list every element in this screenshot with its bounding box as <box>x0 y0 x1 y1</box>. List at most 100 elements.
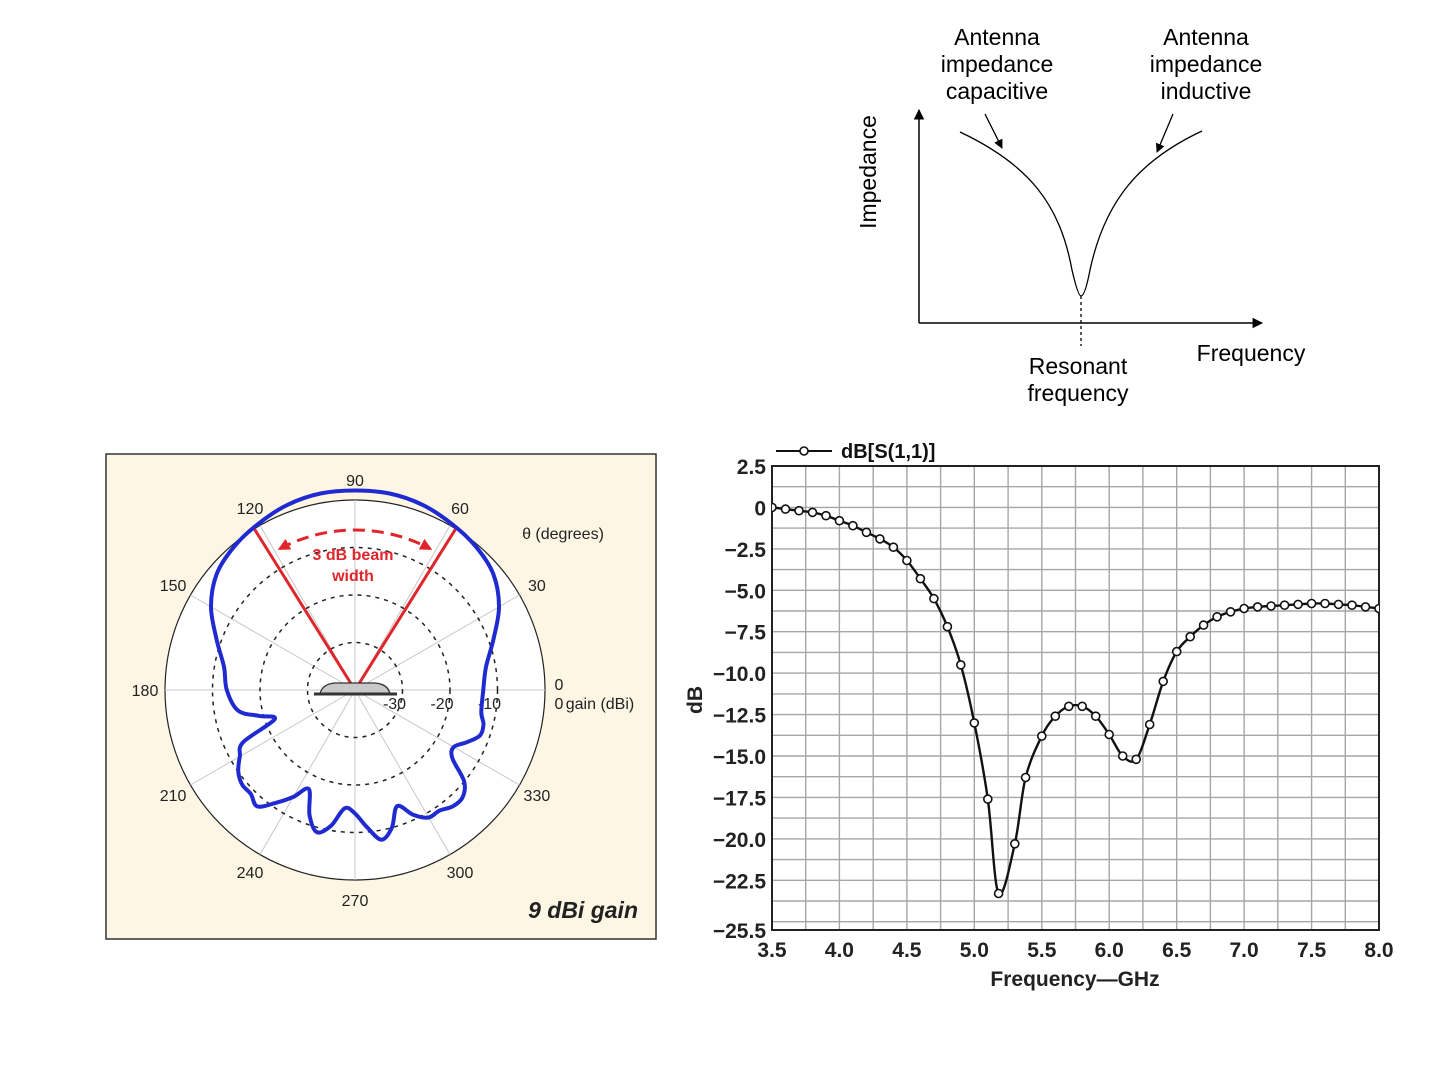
s11-x-tick-label: 4.5 <box>892 939 922 962</box>
polar-angle-tick-label: 0 <box>555 677 564 694</box>
polar-angle-tick-label: 300 <box>447 865 474 882</box>
frequency-axis-label: Frequency <box>1197 340 1306 366</box>
polar-angle-tick-label: 240 <box>237 865 264 882</box>
s11-y-tick-label: 0 <box>754 497 766 520</box>
gain-axis-label: gain (dBi) <box>566 696 634 713</box>
s11-data-point <box>1020 772 1031 783</box>
s11-data-point <box>1104 729 1114 740</box>
polar-spoke <box>190 594 356 691</box>
s11-data-point <box>1212 611 1222 622</box>
legend-marker <box>799 446 809 456</box>
s11-x-tick-label: 8.0 <box>1364 939 1393 962</box>
s11-plot-frame <box>771 465 1380 931</box>
s11-data-point <box>1306 598 1317 609</box>
s11-series-points <box>772 502 1379 899</box>
s11-data-point <box>1077 701 1087 712</box>
s11-data-point <box>848 520 858 531</box>
s11-y-tick-label: 2.5 <box>737 456 767 479</box>
radiation-pattern <box>209 488 501 842</box>
s11-data-point <box>1347 600 1357 611</box>
s11-data-point <box>915 573 926 584</box>
s11-data-point <box>902 555 912 566</box>
s11-data-point <box>1131 754 1141 765</box>
polar-angle-tick-label: 120 <box>237 501 264 518</box>
polar-ring-dashed <box>211 546 499 834</box>
s11-x-tick-label: 4.0 <box>825 939 854 962</box>
polar-spoke <box>190 689 356 786</box>
s11-data-point <box>1266 601 1276 611</box>
capacitive-label-line2: impedance <box>941 51 1054 77</box>
s11-data-point <box>942 621 953 632</box>
polar-angle-tick-label: 210 <box>160 788 187 805</box>
s11-data-point <box>929 593 939 604</box>
polar-ring-dashed <box>306 641 404 739</box>
s11-y-tick-label: −20.0 <box>713 829 766 852</box>
s11-data-point <box>780 504 791 514</box>
s11-x-axis-label: Frequency—GHz <box>990 968 1159 991</box>
s11-data-point <box>1090 711 1101 722</box>
s11-data-point <box>1158 676 1168 687</box>
s11-y-tick-label: −17.5 <box>713 787 766 810</box>
s11-x-tick-label: 6.5 <box>1162 939 1192 962</box>
s11-data-point <box>1117 751 1128 761</box>
s11-y-tick-label: −15.0 <box>713 746 766 769</box>
polar-angle-tick-label: 90 <box>346 473 364 490</box>
s11-data-point <box>1144 719 1155 730</box>
capacitive-label-line3: capacitive <box>946 78 1048 104</box>
beam-width-label-line2: width <box>331 568 374 585</box>
s11-y-tick-label: −12.5 <box>713 705 766 728</box>
s11-y-tick-label: −7.5 <box>725 622 767 645</box>
s11-data-point <box>1252 602 1263 612</box>
s11-data-point <box>1037 731 1047 741</box>
impedance-diagram: Impedance Frequency Antenna impedance ca… <box>855 24 1306 406</box>
s11-x-tick-label: 7.0 <box>1229 939 1258 962</box>
polar-radial-tick-label: -30 <box>383 696 406 713</box>
s11-x-tick-label: 7.5 <box>1297 939 1327 962</box>
beam-width-arc <box>277 528 433 551</box>
s11-data-point <box>794 505 804 516</box>
capacitive-pointer-arrow <box>984 113 1003 149</box>
s11-y-tick-label: −10.0 <box>713 663 766 686</box>
polar-angle-labels: 0 30 60 90 120 150 180 210 240 270 300 330 <box>132 473 564 910</box>
inductive-label-line2: impedance <box>1150 51 1263 77</box>
impedance-curve <box>959 130 1203 297</box>
s11-data-point <box>772 502 777 513</box>
polar-radial-tick-label: 0 <box>555 696 564 713</box>
inductive-label-line3: inductive <box>1161 78 1252 104</box>
s11-data-point <box>1279 600 1290 611</box>
s11-y-tick-label: −22.5 <box>713 870 766 893</box>
s11-data-point <box>1198 620 1209 630</box>
s11-data-point <box>807 507 818 518</box>
s11-x-tick-label: 6.0 <box>1095 939 1124 962</box>
s11-data-point <box>861 527 872 538</box>
s11-data-point <box>1185 631 1195 642</box>
legend-label: dB[S(1,1)] <box>841 441 935 463</box>
s11-y-tick-label: −25.5 <box>713 920 766 943</box>
s11-data-point <box>834 515 845 526</box>
polar-spoke <box>354 594 520 691</box>
s11-data-point <box>1225 606 1236 617</box>
beam-edge-right <box>353 526 459 691</box>
s11-data-point <box>875 534 885 544</box>
s11-data-point <box>982 794 993 804</box>
s11-y-tick-labels: 2.5 0 −2.5 −5.0 −7.5 −10.0 −12.5 −15.0 −17.5 −20.… <box>713 456 766 943</box>
s11-data-point <box>993 888 1004 899</box>
s11-y-tick-label: −2.5 <box>725 539 767 562</box>
polar-rings <box>211 546 499 834</box>
polar-ring-dashed <box>259 594 451 786</box>
s11-y-tick-label: −5.0 <box>725 580 766 603</box>
theta-axis-label: θ (degrees) <box>522 526 604 543</box>
polar-angle-tick-label: 180 <box>132 683 159 700</box>
polar-angle-tick-label: 270 <box>342 893 369 910</box>
polar-radial-tick-label: -20 <box>430 696 453 713</box>
polar-angle-tick-label: 330 <box>524 788 551 805</box>
s11-x-tick-label: 5.5 <box>1027 939 1057 962</box>
antenna-icon <box>319 682 391 695</box>
capacitive-label-line1: Antenna <box>954 24 1040 50</box>
s11-x-tick-label: 5.0 <box>960 939 989 962</box>
s11-data-point <box>1050 711 1061 722</box>
polar-angle-tick-label: 30 <box>528 578 546 595</box>
